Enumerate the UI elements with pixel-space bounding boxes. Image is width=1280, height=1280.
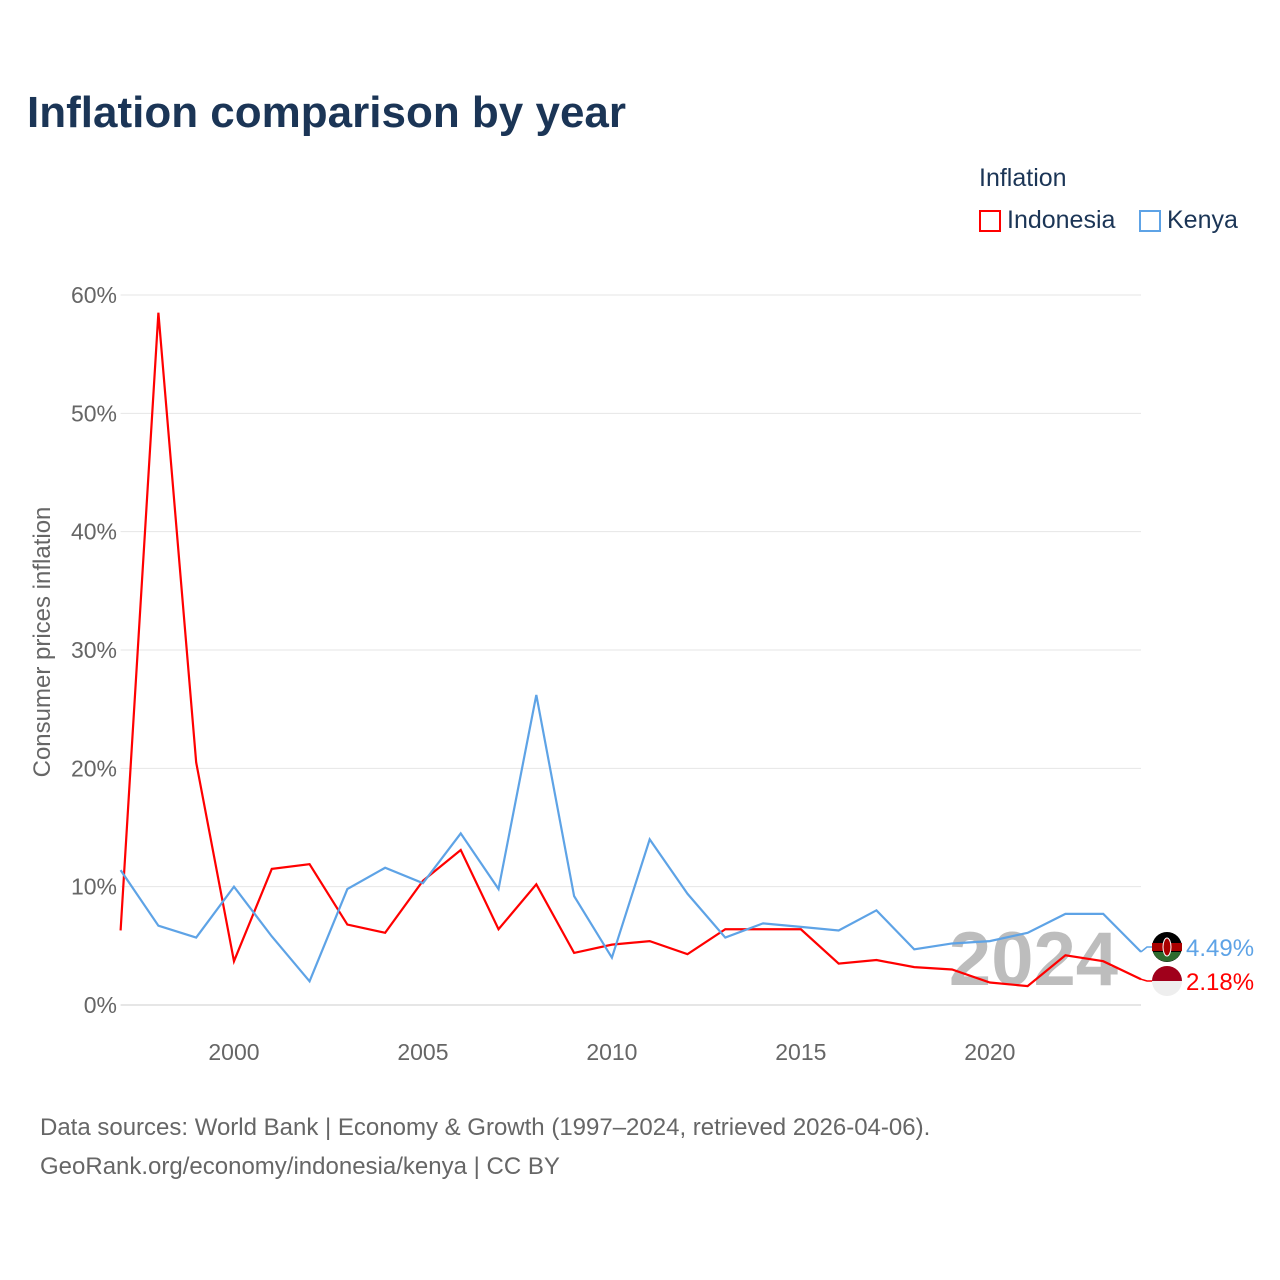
legend-label: Indonesia (1007, 206, 1116, 234)
legend-title: Inflation (979, 164, 1067, 192)
source-note: Data sources: World Bank | Economy & Gro… (40, 1108, 930, 1186)
source-line: Data sources: World Bank | Economy & Gro… (40, 1114, 931, 1141)
y-tick-label: 40% (71, 519, 117, 545)
legend-swatch (1139, 209, 1161, 232)
y-axis-label: Consumer prices inflation (29, 507, 56, 778)
chart-title: Inflation comparison by year (27, 88, 627, 137)
end-value-label: 4.49% (1186, 935, 1254, 962)
legend-item-kenya[interactable]: Kenya (1139, 206, 1238, 235)
y-tick-label: 20% (71, 755, 117, 781)
source-link[interactable]: GeoRank.org/economy/indonesia/kenya | CC… (40, 1153, 560, 1180)
y-tick-label: 60% (71, 282, 117, 308)
legend-item-indonesia[interactable]: Indonesia (979, 206, 1115, 235)
end-value-label: 2.18% (1186, 969, 1254, 996)
x-tick-label: 2015 (775, 1039, 826, 1065)
kenya-flag-icon (1152, 932, 1182, 962)
x-tick-label: 2010 (586, 1039, 637, 1065)
y-tick-label: 30% (71, 637, 117, 663)
x-tick-label: 2005 (397, 1039, 448, 1065)
end-label-connector (1140, 946, 1153, 953)
y-tick-label: 50% (71, 400, 117, 426)
x-tick-label: 2020 (964, 1039, 1015, 1065)
y-tick-label: 0% (84, 992, 117, 1018)
indonesia-flag-icon (1152, 966, 1182, 996)
y-tick-label: 10% (71, 874, 117, 900)
series-line-kenya[interactable] (119, 694, 1142, 984)
x-tick-label: 2000 (208, 1039, 259, 1065)
legend-label: Kenya (1167, 206, 1238, 234)
legend-swatch (979, 209, 1001, 232)
end-label-connector (1140, 978, 1153, 982)
series-line-indonesia[interactable] (119, 312, 1142, 988)
